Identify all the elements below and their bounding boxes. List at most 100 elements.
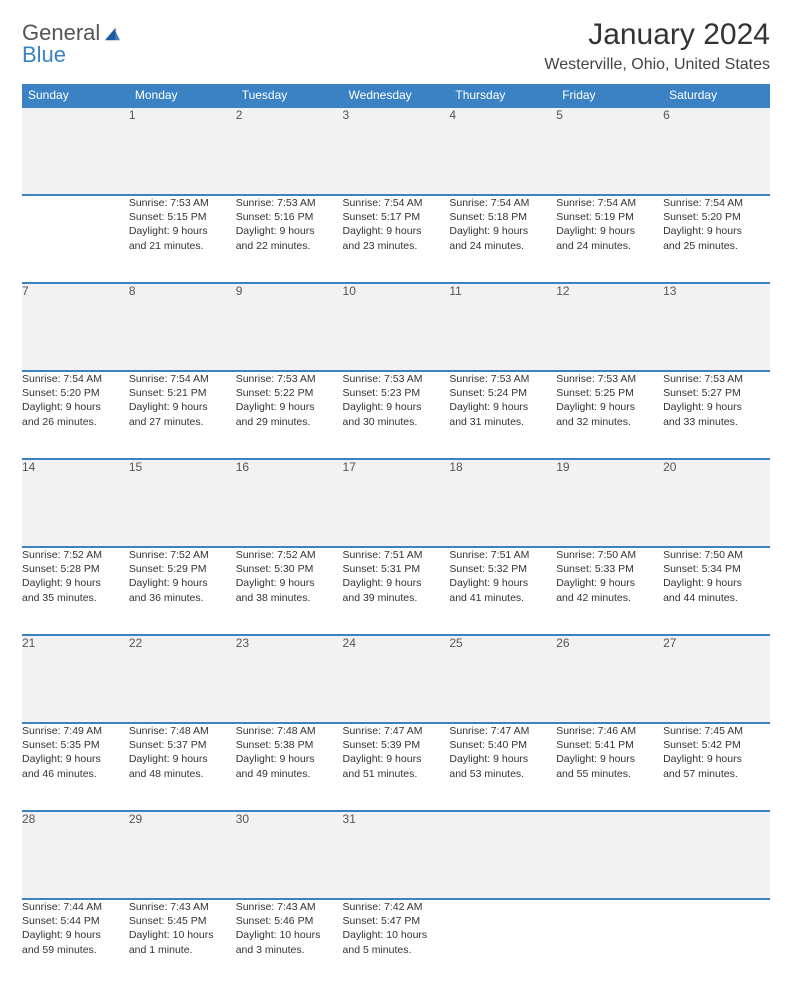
- day-number-row: 78910111213: [22, 283, 770, 371]
- day-number-cell: 22: [129, 635, 236, 723]
- day-number-cell: 8: [129, 283, 236, 371]
- sunset-text: Sunset: 5:29 PM: [129, 562, 236, 576]
- sunset-text: Sunset: 5:35 PM: [22, 738, 129, 752]
- day-content-cell: Sunrise: 7:53 AMSunset: 5:25 PMDaylight:…: [556, 371, 663, 459]
- day-number-cell: [663, 811, 770, 899]
- day-number-cell: 24: [343, 635, 450, 723]
- sunrise-text: Sunrise: 7:50 AM: [556, 548, 663, 562]
- sunrise-text: Sunrise: 7:53 AM: [343, 372, 450, 386]
- day-content-cell: Sunrise: 7:52 AMSunset: 5:29 PMDaylight:…: [129, 547, 236, 635]
- weekday-header: Sunday: [22, 84, 129, 107]
- daylight-text-1: Daylight: 9 hours: [449, 400, 556, 414]
- sunrise-text: Sunrise: 7:46 AM: [556, 724, 663, 738]
- daylight-text-2: and 57 minutes.: [663, 767, 770, 781]
- daylight-text-1: Daylight: 9 hours: [663, 224, 770, 238]
- sunset-text: Sunset: 5:22 PM: [236, 386, 343, 400]
- daylight-text-1: Daylight: 9 hours: [343, 576, 450, 590]
- day-content-cell: Sunrise: 7:50 AMSunset: 5:33 PMDaylight:…: [556, 547, 663, 635]
- daylight-text-2: and 23 minutes.: [343, 239, 450, 253]
- daylight-text-1: Daylight: 9 hours: [129, 576, 236, 590]
- day-number-cell: 23: [236, 635, 343, 723]
- sunset-text: Sunset: 5:40 PM: [449, 738, 556, 752]
- day-number-cell: 21: [22, 635, 129, 723]
- daylight-text-1: Daylight: 10 hours: [343, 928, 450, 942]
- day-content-cell: Sunrise: 7:49 AMSunset: 5:35 PMDaylight:…: [22, 723, 129, 811]
- day-content-cell: [556, 899, 663, 987]
- day-content-cell: Sunrise: 7:45 AMSunset: 5:42 PMDaylight:…: [663, 723, 770, 811]
- day-number-row: 28293031: [22, 811, 770, 899]
- sunset-text: Sunset: 5:23 PM: [343, 386, 450, 400]
- daylight-text-2: and 24 minutes.: [556, 239, 663, 253]
- sunrise-text: Sunrise: 7:54 AM: [343, 196, 450, 210]
- sunrise-text: Sunrise: 7:44 AM: [22, 900, 129, 914]
- sunrise-text: Sunrise: 7:54 AM: [663, 196, 770, 210]
- daylight-text-2: and 3 minutes.: [236, 943, 343, 957]
- day-content-row: Sunrise: 7:54 AMSunset: 5:20 PMDaylight:…: [22, 371, 770, 459]
- day-number-cell: 27: [663, 635, 770, 723]
- day-content-cell: Sunrise: 7:54 AMSunset: 5:21 PMDaylight:…: [129, 371, 236, 459]
- sunset-text: Sunset: 5:46 PM: [236, 914, 343, 928]
- sunrise-text: Sunrise: 7:48 AM: [129, 724, 236, 738]
- day-number-cell: 25: [449, 635, 556, 723]
- daylight-text-2: and 1 minute.: [129, 943, 236, 957]
- daylight-text-1: Daylight: 9 hours: [22, 576, 129, 590]
- daylight-text-1: Daylight: 10 hours: [129, 928, 236, 942]
- weekday-header: Tuesday: [236, 84, 343, 107]
- day-number-cell: 30: [236, 811, 343, 899]
- daylight-text-1: Daylight: 9 hours: [129, 400, 236, 414]
- sunrise-text: Sunrise: 7:45 AM: [663, 724, 770, 738]
- daylight-text-2: and 26 minutes.: [22, 415, 129, 429]
- daylight-text-2: and 29 minutes.: [236, 415, 343, 429]
- day-content-cell: [22, 195, 129, 283]
- day-number-cell: 10: [343, 283, 450, 371]
- day-content-cell: Sunrise: 7:54 AMSunset: 5:17 PMDaylight:…: [343, 195, 450, 283]
- daylight-text-1: Daylight: 9 hours: [129, 752, 236, 766]
- daylight-text-1: Daylight: 9 hours: [22, 928, 129, 942]
- daylight-text-2: and 36 minutes.: [129, 591, 236, 605]
- day-content-cell: Sunrise: 7:47 AMSunset: 5:39 PMDaylight:…: [343, 723, 450, 811]
- daylight-text-2: and 38 minutes.: [236, 591, 343, 605]
- calendar-body: 123456Sunrise: 7:53 AMSunset: 5:15 PMDay…: [22, 107, 770, 987]
- day-number-cell: 4: [449, 107, 556, 195]
- day-content-cell: Sunrise: 7:43 AMSunset: 5:46 PMDaylight:…: [236, 899, 343, 987]
- day-number-cell: 15: [129, 459, 236, 547]
- day-content-cell: Sunrise: 7:46 AMSunset: 5:41 PMDaylight:…: [556, 723, 663, 811]
- sunset-text: Sunset: 5:45 PM: [129, 914, 236, 928]
- daylight-text-1: Daylight: 9 hours: [663, 576, 770, 590]
- day-number-row: 14151617181920: [22, 459, 770, 547]
- sunset-text: Sunset: 5:47 PM: [343, 914, 450, 928]
- sunrise-text: Sunrise: 7:52 AM: [129, 548, 236, 562]
- day-content-row: Sunrise: 7:53 AMSunset: 5:15 PMDaylight:…: [22, 195, 770, 283]
- day-content-cell: Sunrise: 7:54 AMSunset: 5:20 PMDaylight:…: [22, 371, 129, 459]
- daylight-text-1: Daylight: 9 hours: [556, 752, 663, 766]
- sunrise-text: Sunrise: 7:51 AM: [343, 548, 450, 562]
- sail-icon: [102, 24, 122, 46]
- sunset-text: Sunset: 5:18 PM: [449, 210, 556, 224]
- sunrise-text: Sunrise: 7:53 AM: [663, 372, 770, 386]
- day-number-cell: 7: [22, 283, 129, 371]
- sunset-text: Sunset: 5:31 PM: [343, 562, 450, 576]
- sunrise-text: Sunrise: 7:51 AM: [449, 548, 556, 562]
- day-content-cell: Sunrise: 7:48 AMSunset: 5:37 PMDaylight:…: [129, 723, 236, 811]
- daylight-text-1: Daylight: 9 hours: [556, 576, 663, 590]
- sunset-text: Sunset: 5:15 PM: [129, 210, 236, 224]
- sunset-text: Sunset: 5:19 PM: [556, 210, 663, 224]
- sunset-text: Sunset: 5:17 PM: [343, 210, 450, 224]
- day-number-cell: [556, 811, 663, 899]
- day-content-cell: Sunrise: 7:42 AMSunset: 5:47 PMDaylight:…: [343, 899, 450, 987]
- day-content-row: Sunrise: 7:49 AMSunset: 5:35 PMDaylight:…: [22, 723, 770, 811]
- sunset-text: Sunset: 5:28 PM: [22, 562, 129, 576]
- day-number-cell: [22, 107, 129, 195]
- daylight-text-2: and 31 minutes.: [449, 415, 556, 429]
- logo-text-2: Blue: [22, 42, 66, 67]
- daylight-text-2: and 25 minutes.: [663, 239, 770, 253]
- daylight-text-1: Daylight: 9 hours: [663, 400, 770, 414]
- day-number-cell: 1: [129, 107, 236, 195]
- daylight-text-2: and 55 minutes.: [556, 767, 663, 781]
- weekday-header: Wednesday: [343, 84, 450, 107]
- day-number-cell: 13: [663, 283, 770, 371]
- weekday-header: Saturday: [663, 84, 770, 107]
- daylight-text-1: Daylight: 9 hours: [449, 576, 556, 590]
- day-number-cell: 18: [449, 459, 556, 547]
- sunrise-text: Sunrise: 7:54 AM: [22, 372, 129, 386]
